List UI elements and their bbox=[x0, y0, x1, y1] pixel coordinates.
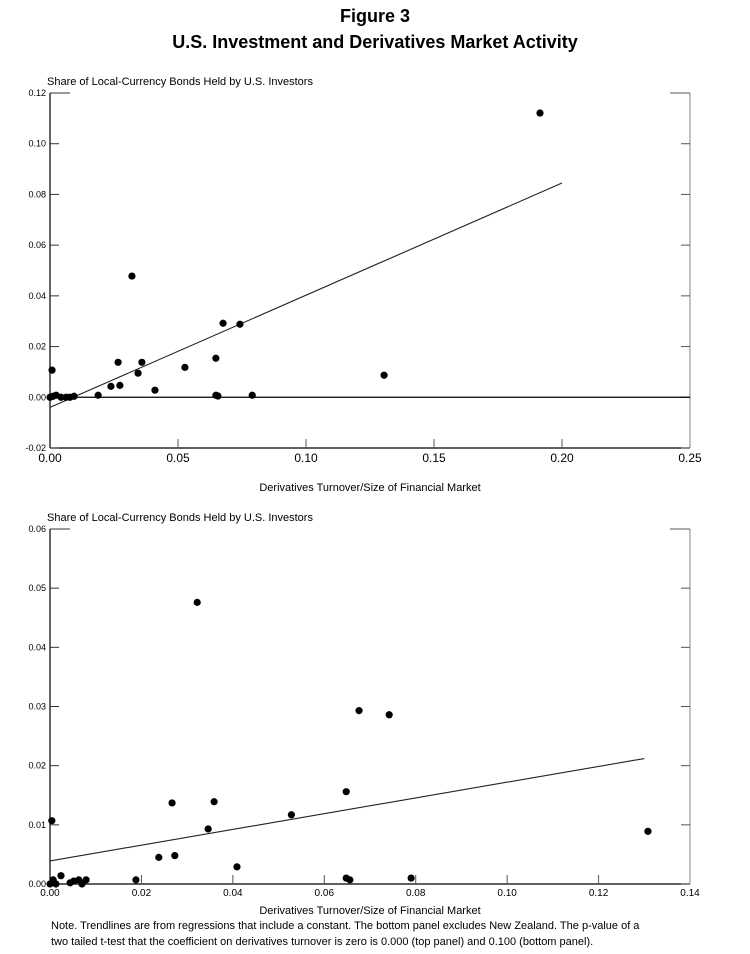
y-axis-title: Share of Local-Currency Bonds Held by U.… bbox=[47, 76, 313, 88]
x-tick-label: 0.25 bbox=[678, 451, 702, 465]
x-tick-label: 0.06 bbox=[315, 888, 335, 899]
x-tick-label: 0.00 bbox=[38, 451, 62, 465]
top-scatter-chart: Share of Local-Currency Bonds Held by U.… bbox=[25, 76, 702, 494]
data-point bbox=[236, 320, 244, 328]
data-point bbox=[134, 369, 142, 377]
y-tick-label: 0.04 bbox=[28, 291, 46, 301]
data-point bbox=[214, 392, 222, 400]
data-point bbox=[219, 319, 227, 327]
trendline bbox=[49, 182, 563, 408]
data-point bbox=[212, 354, 220, 362]
y-tick-label: 0.12 bbox=[28, 88, 46, 98]
y-tick-label: 0.08 bbox=[28, 189, 46, 199]
x-tick-label: 0.02 bbox=[132, 888, 152, 899]
data-point bbox=[155, 853, 163, 861]
data-point bbox=[151, 386, 159, 394]
data-point bbox=[70, 392, 78, 400]
data-point bbox=[287, 811, 295, 819]
y-axis-title: Share of Local-Currency Bonds Held by U.… bbox=[47, 512, 313, 524]
data-point bbox=[57, 872, 65, 880]
data-point bbox=[536, 109, 544, 117]
y-tick-label: 0.03 bbox=[28, 702, 46, 712]
y-tick-label: -0.02 bbox=[25, 443, 46, 453]
data-point bbox=[128, 272, 136, 280]
y-tick-label: 0.04 bbox=[28, 642, 46, 652]
x-axis-title: Derivatives Turnover/Size of Financial M… bbox=[259, 905, 480, 917]
data-point bbox=[248, 391, 256, 399]
x-tick-label: 0.04 bbox=[223, 888, 243, 899]
x-tick-label: 0.20 bbox=[550, 451, 574, 465]
data-point bbox=[94, 391, 102, 399]
x-tick-label: 0.12 bbox=[589, 888, 609, 899]
data-point bbox=[346, 876, 354, 884]
data-point bbox=[48, 366, 56, 374]
data-point bbox=[233, 863, 241, 871]
data-point bbox=[385, 711, 393, 719]
y-tick-label: 0.00 bbox=[28, 392, 46, 402]
y-tick-label: 0.06 bbox=[28, 240, 46, 250]
data-point bbox=[193, 598, 201, 606]
y-tick-label: 0.00 bbox=[28, 879, 46, 889]
note-line-1: Note. Trendlines are from regressions th… bbox=[51, 920, 640, 932]
x-tick-label: 0.15 bbox=[422, 451, 446, 465]
data-point bbox=[114, 358, 122, 366]
x-tick-label: 0.10 bbox=[294, 451, 318, 465]
figure-title: U.S. Investment and Derivatives Market A… bbox=[172, 32, 578, 52]
data-point bbox=[407, 874, 415, 882]
data-point bbox=[132, 876, 140, 884]
data-point bbox=[380, 371, 388, 379]
x-tick-label: 0.14 bbox=[680, 888, 700, 899]
x-tick-label: 0.05 bbox=[166, 451, 190, 465]
x-tick-label: 0.10 bbox=[497, 888, 517, 899]
x-tick-label: 0.08 bbox=[406, 888, 426, 899]
x-axis-title: Derivatives Turnover/Size of Financial M… bbox=[259, 482, 480, 494]
y-tick-label: 0.02 bbox=[28, 342, 46, 352]
figure-number: Figure 3 bbox=[339, 6, 410, 26]
data-point bbox=[342, 788, 350, 796]
data-point bbox=[210, 798, 218, 806]
data-point bbox=[57, 393, 65, 401]
y-tick-label: 0.06 bbox=[28, 524, 46, 534]
data-point bbox=[48, 817, 56, 825]
data-point bbox=[355, 707, 363, 715]
data-point bbox=[52, 880, 60, 888]
x-tick-label: 0.00 bbox=[40, 888, 60, 899]
trendline bbox=[49, 758, 645, 862]
note-line-2: two tailed t-test that the coefficient o… bbox=[51, 936, 594, 948]
data-point bbox=[204, 825, 212, 833]
data-point bbox=[644, 827, 652, 835]
data-point bbox=[82, 876, 90, 884]
data-point bbox=[181, 363, 189, 371]
data-point bbox=[171, 852, 179, 860]
data-point bbox=[116, 381, 124, 389]
y-tick-label: 0.05 bbox=[28, 583, 46, 593]
y-tick-label: 0.01 bbox=[28, 820, 46, 830]
data-point bbox=[107, 382, 115, 390]
data-point bbox=[138, 358, 146, 366]
data-point bbox=[168, 799, 176, 807]
y-tick-label: 0.02 bbox=[28, 761, 46, 771]
y-tick-label: 0.10 bbox=[28, 139, 46, 149]
